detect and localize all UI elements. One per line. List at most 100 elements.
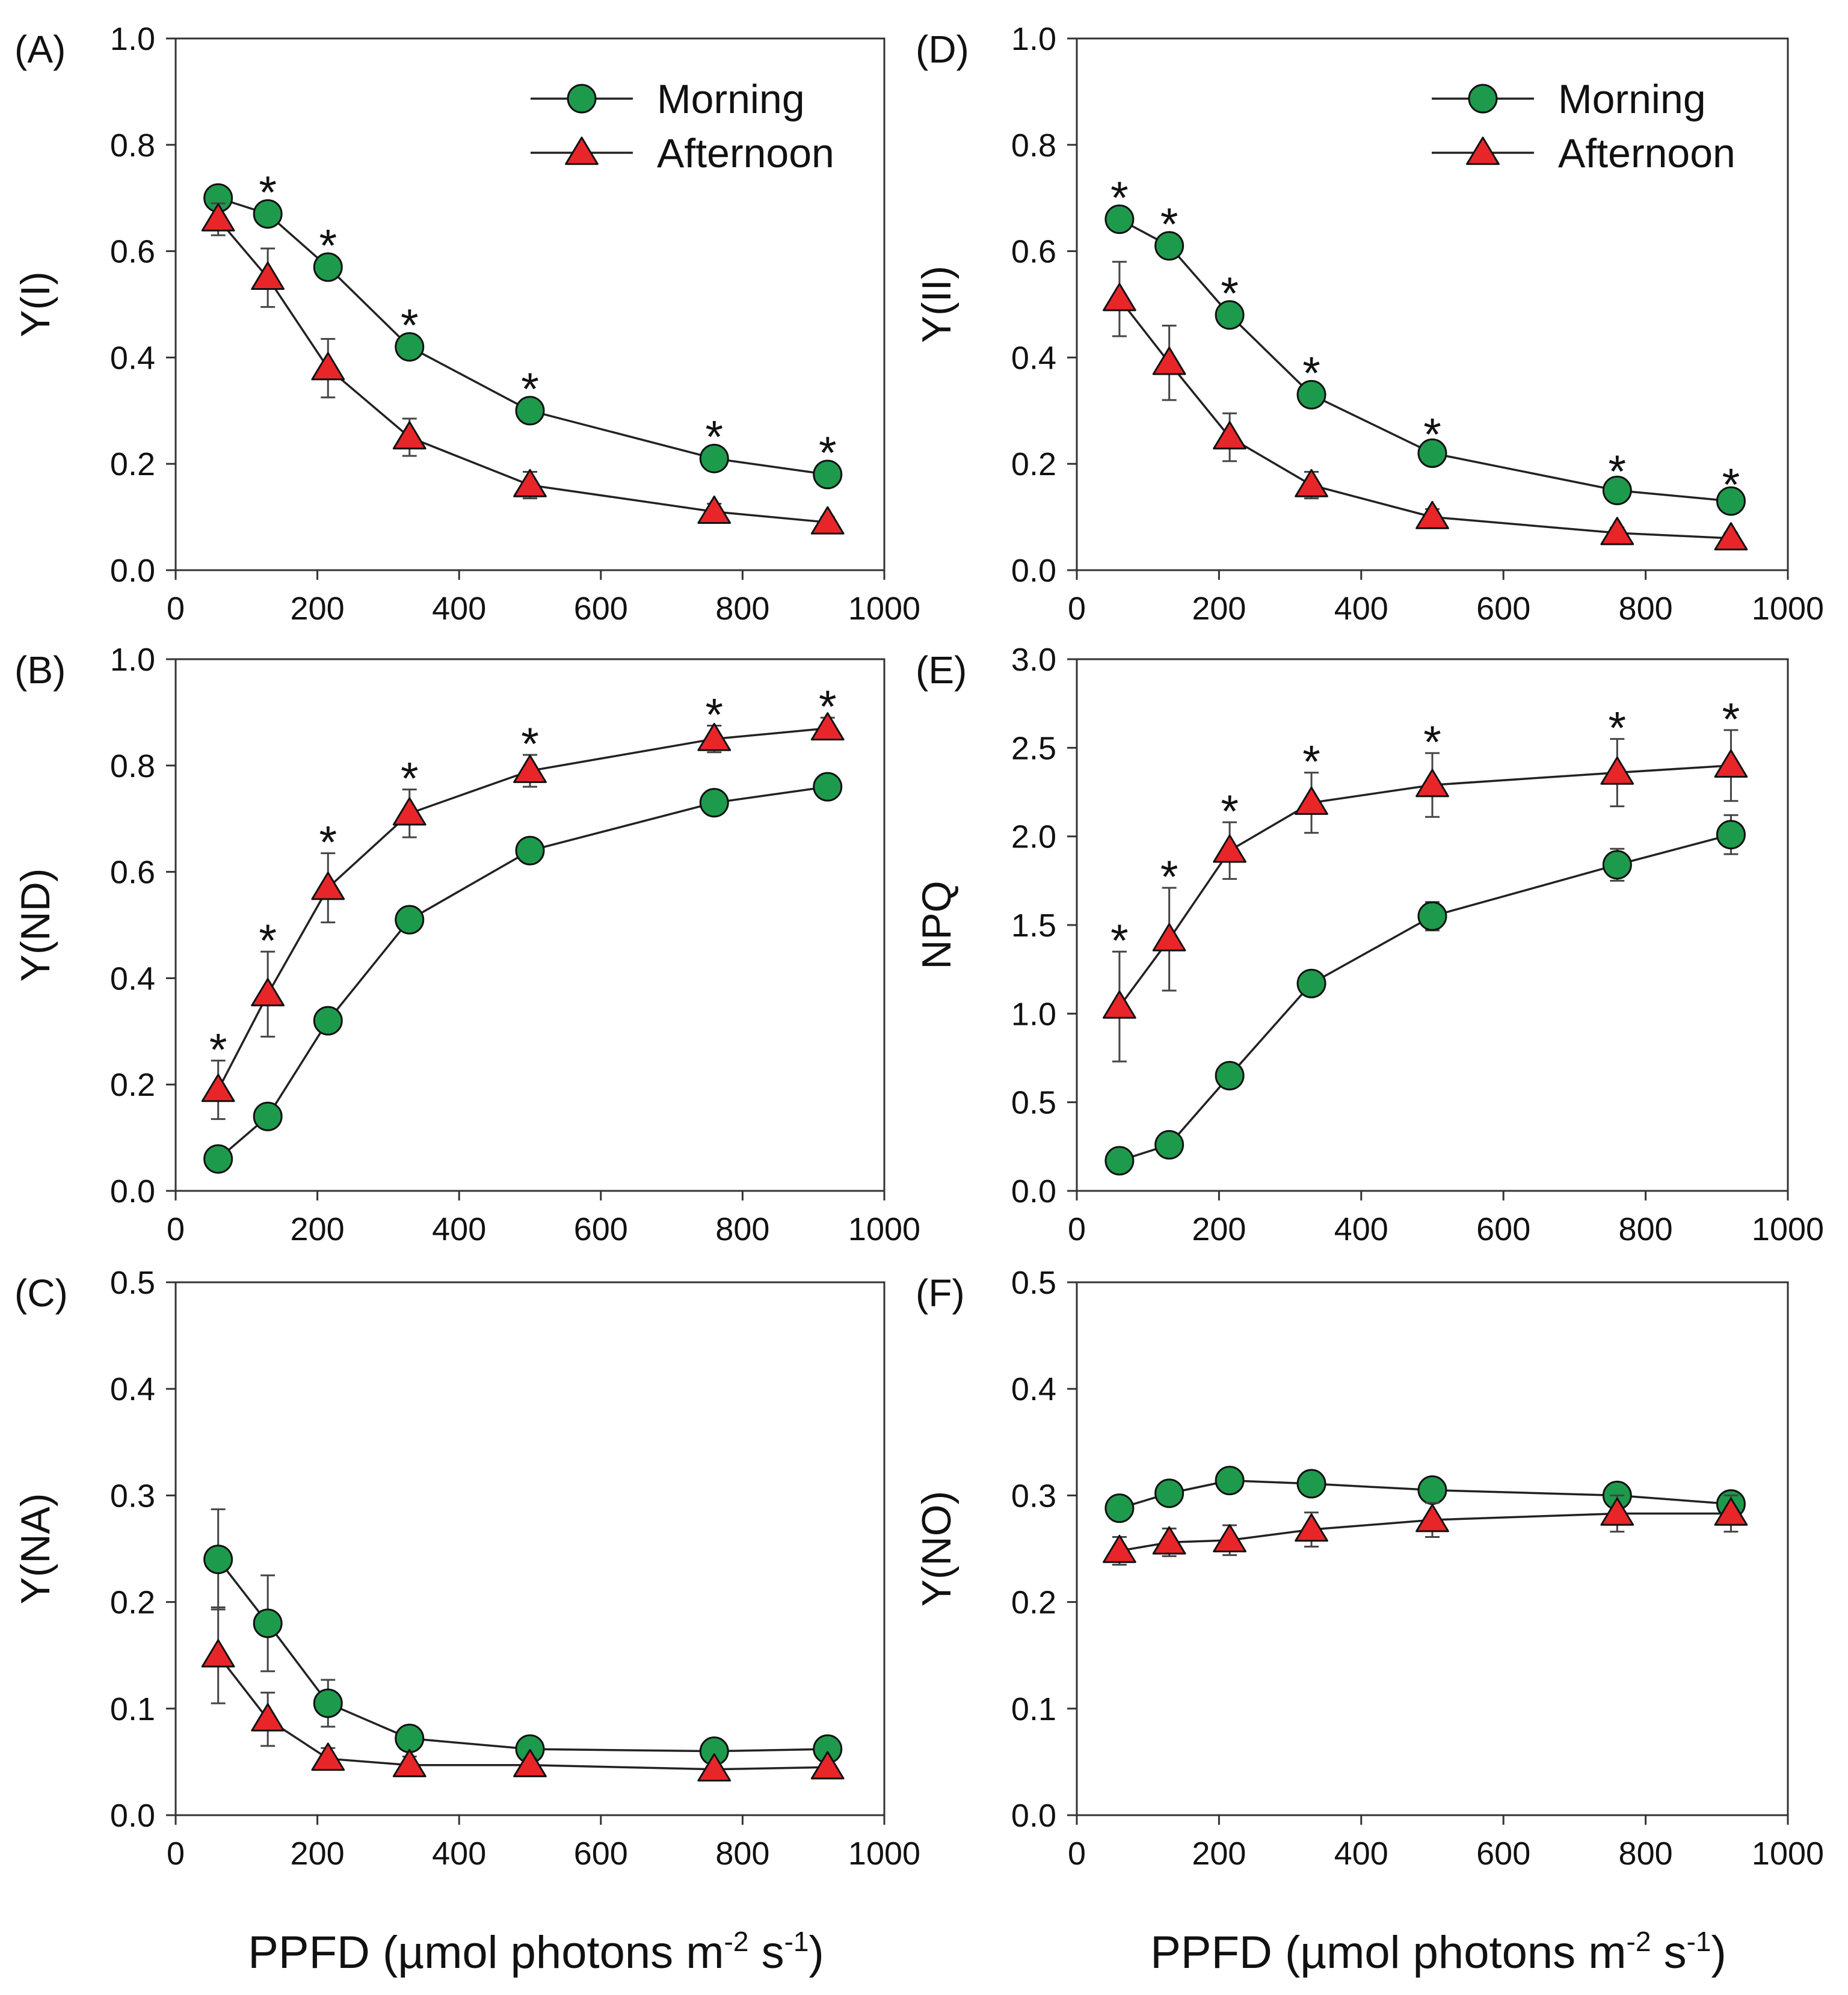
- data-point-morning: [1417, 1475, 1447, 1505]
- data-point-afternoon: [1714, 749, 1748, 778]
- legend: Morning Afternoon: [531, 76, 834, 176]
- data-point-morning: [395, 332, 425, 362]
- data-point-morning: [203, 1545, 233, 1575]
- panel-c: 0 200 400 600 800 1000 0.0 0.1 0.2 0.3 0.4 0.5 (C) Y(…: [13, 1265, 920, 1872]
- x-tick-label: 1000: [848, 591, 920, 627]
- x-tick-label: 0: [1068, 591, 1086, 627]
- y-tick-label: 0.1: [110, 1691, 155, 1727]
- data-point-afternoon: [513, 469, 547, 497]
- panel-a: 0 200 400 600 800 1000 0.0 0.2 0.4 0.6 0.8 1.0 (A) Y(…: [13, 21, 920, 627]
- significance-star: *: [209, 1024, 227, 1075]
- x-axis-label: PPFD (µmol photons m-2 s-1): [1150, 1926, 1726, 1978]
- data-point-afternoon: [1213, 834, 1247, 863]
- y-axis-label: Y(ND): [13, 868, 58, 982]
- legend-label-morning: Morning: [1558, 76, 1706, 122]
- x-tick-label: 200: [1192, 1836, 1246, 1872]
- data-point-morning: [395, 1723, 425, 1753]
- significance-star: *: [705, 690, 723, 741]
- significance-star: *: [259, 915, 277, 967]
- x-tick-label: 400: [1334, 1836, 1388, 1872]
- series-line-morning: [1119, 834, 1731, 1162]
- y-tick-label: 0.0: [110, 1173, 155, 1210]
- y-tick-label: 1.0: [1011, 21, 1056, 57]
- x-tick-label: 400: [1334, 591, 1388, 627]
- panel-e: 0 200 400 600 800 1000 0.0 0.5 1.0 1.5 2.0 2.5 3.0 (E…: [914, 642, 1824, 1247]
- legend: Morning Afternoon: [1432, 76, 1736, 176]
- data-point-afternoon: [697, 1753, 732, 1781]
- series-afternoon: [201, 1606, 845, 1781]
- data-point-afternoon: [1295, 1513, 1328, 1542]
- x-tick-label: 1000: [1752, 1836, 1824, 1872]
- y-tick-label: 3.0: [1011, 642, 1056, 678]
- y-tick-label: 0.2: [110, 446, 155, 482]
- series-afternoon: [1103, 729, 1748, 1063]
- y-tick-label: 0.5: [1011, 1265, 1056, 1301]
- significance-star: *: [521, 719, 539, 770]
- data-point-afternoon: [1600, 1497, 1634, 1526]
- panel-label: (C): [14, 1271, 68, 1315]
- data-point-afternoon: [392, 797, 427, 826]
- panel-label: (A): [14, 28, 66, 71]
- plot-frame: [174, 1281, 886, 1816]
- significance-star: *: [1423, 409, 1441, 460]
- x-tick-label: 0: [1068, 1211, 1086, 1247]
- data-point-afternoon: [513, 1748, 547, 1777]
- data-point-afternoon: [697, 722, 732, 751]
- x-tick-label: 600: [574, 1211, 628, 1247]
- x-tick-label: 1000: [848, 1211, 920, 1247]
- y-tick-label: 0.2: [1011, 446, 1056, 482]
- data-point-afternoon: [1714, 1497, 1748, 1526]
- significance-star: *: [1160, 199, 1178, 250]
- y-axis-label: NPQ: [914, 881, 959, 969]
- data-point-afternoon: [1714, 522, 1748, 551]
- x-tick-label: 200: [291, 591, 345, 627]
- data-point-afternoon: [1152, 346, 1186, 375]
- y-tick-label: 0.8: [1011, 128, 1056, 164]
- x-tick-label: 800: [715, 1836, 769, 1872]
- significance-star: *: [1302, 737, 1320, 788]
- data-point-morning: [1296, 968, 1326, 998]
- x-tick-label: 200: [291, 1836, 345, 1872]
- data-point-morning: [813, 772, 843, 802]
- data-point-morning: [1296, 380, 1326, 410]
- x-tick-label: 800: [715, 1211, 769, 1247]
- significance-star: *: [705, 412, 723, 463]
- series-morning: [203, 772, 843, 1174]
- data-point-afternoon: [201, 1074, 235, 1102]
- data-point-morning: [515, 396, 545, 426]
- data-point-afternoon: [513, 754, 547, 783]
- legend-marker-morning: [567, 84, 597, 114]
- plot-frame: [174, 37, 886, 571]
- significance-star: *: [401, 754, 419, 805]
- y-tick-label: 2.0: [1011, 819, 1056, 855]
- significance-star: *: [1302, 348, 1320, 399]
- x-tick-label: 200: [1192, 1211, 1246, 1247]
- x-tick-label: 400: [432, 1836, 486, 1872]
- data-point-afternoon: [1600, 517, 1634, 546]
- series-line-morning: [217, 1558, 828, 1753]
- y-tick-label: 0.6: [1011, 234, 1056, 270]
- y-tick-label: 1.5: [1011, 908, 1056, 944]
- data-point-morning: [253, 1101, 283, 1131]
- data-point-afternoon: [1152, 1526, 1186, 1555]
- panel-label: (B): [14, 648, 66, 692]
- y-tick-label: 0.6: [110, 855, 155, 891]
- series-afternoon: [1103, 1494, 1748, 1566]
- series-morning: [1104, 204, 1746, 516]
- significance-star: *: [319, 220, 337, 271]
- x-tick-label: 600: [1476, 1211, 1530, 1247]
- y-tick-label: 0.0: [1011, 1798, 1056, 1834]
- y-tick-label: 1.0: [110, 21, 155, 57]
- series-line-morning: [218, 197, 828, 476]
- y-tick-label: 0.4: [1011, 1371, 1056, 1407]
- plot-frame: [174, 658, 886, 1192]
- data-point-morning: [1215, 1060, 1245, 1090]
- significance-star: *: [819, 681, 837, 733]
- data-point-morning: [313, 1688, 343, 1718]
- y-axis-label: Y(II): [914, 266, 959, 343]
- data-point-afternoon: [311, 1742, 345, 1771]
- legend-marker-afternoon: [565, 137, 599, 165]
- panel-b: 0 200 400 600 800 1000 0.0 0.2 0.4 0.6 0.8 1.0 (B) Y(…: [13, 642, 920, 1247]
- data-point-afternoon: [311, 352, 345, 381]
- y-tick-label: 2.5: [1011, 730, 1056, 766]
